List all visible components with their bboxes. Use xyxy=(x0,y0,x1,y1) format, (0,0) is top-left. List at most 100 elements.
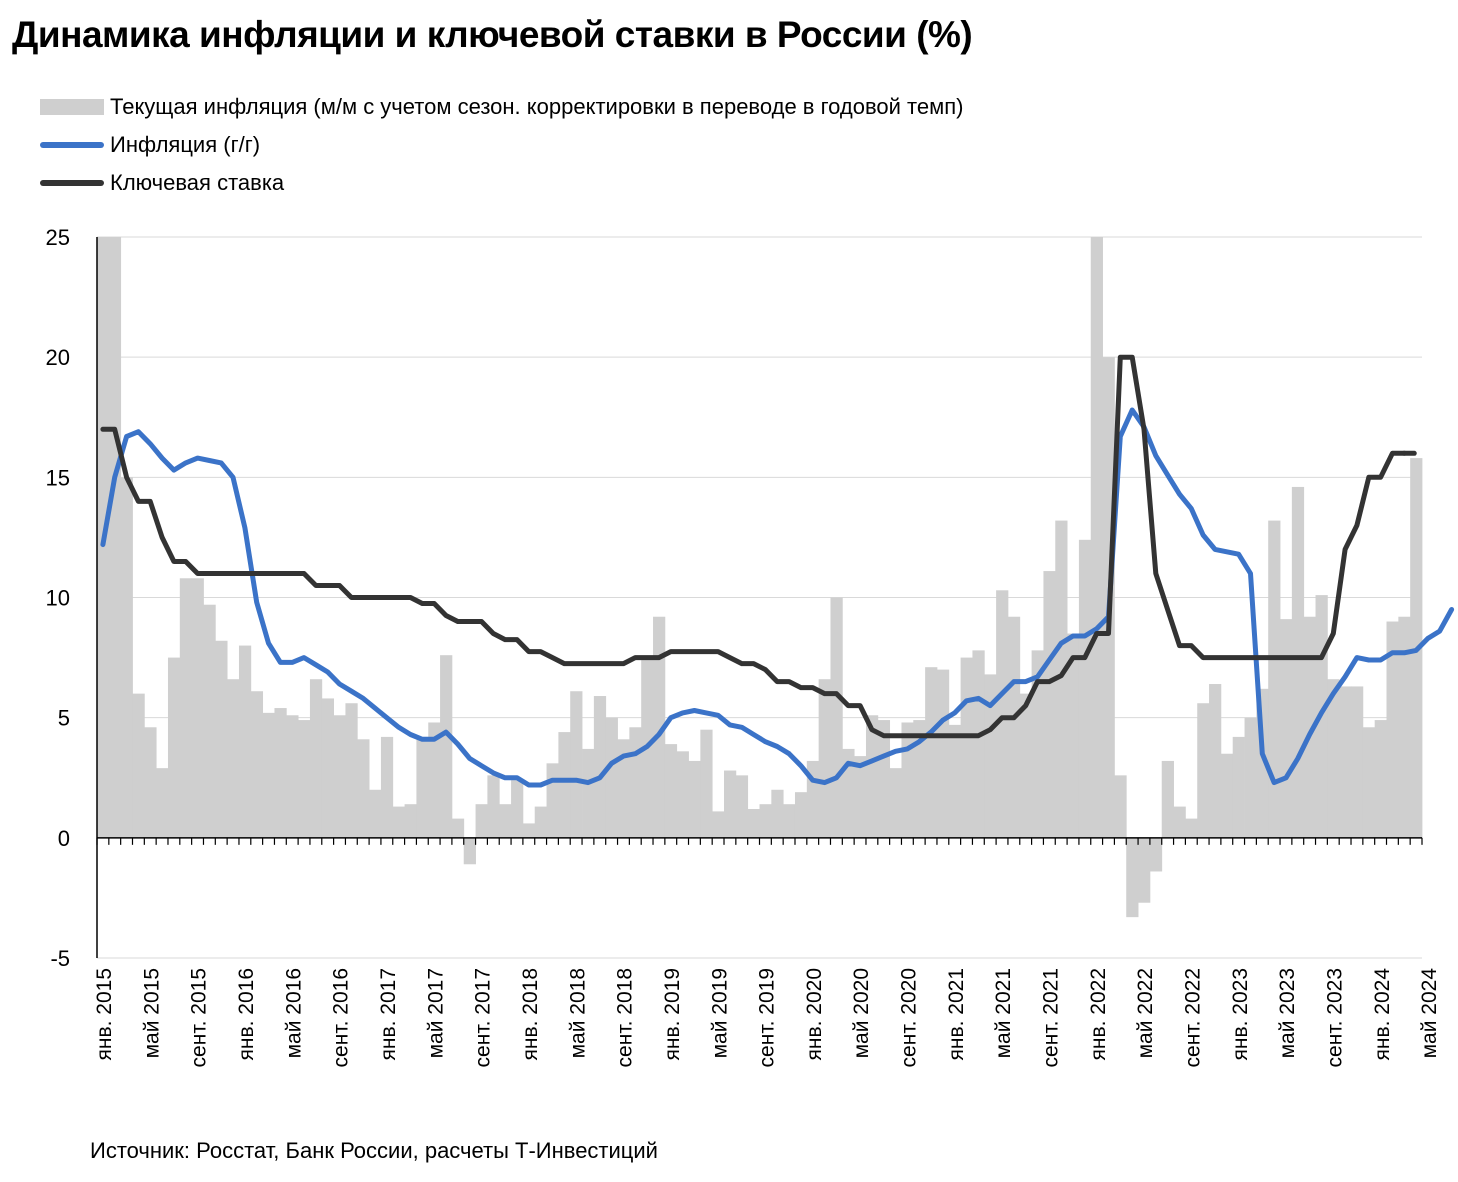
bar xyxy=(238,645,252,838)
bar xyxy=(1114,775,1127,838)
bar xyxy=(369,789,382,838)
y-tick-label: 5 xyxy=(58,706,70,731)
bar xyxy=(582,748,595,838)
bar xyxy=(1078,539,1092,838)
bar xyxy=(948,724,962,838)
x-tick-label: май 2015 xyxy=(140,968,163,1058)
bar xyxy=(629,727,642,838)
bar xyxy=(664,744,678,838)
bar xyxy=(1019,693,1032,838)
bar xyxy=(511,780,524,838)
x-tick-label: янв. 2015 xyxy=(93,968,116,1061)
bar xyxy=(913,720,926,838)
y-tick-label: -5 xyxy=(50,946,70,971)
bar xyxy=(747,808,760,838)
legend-swatch-bars xyxy=(40,99,104,115)
bar xyxy=(712,811,725,838)
line-key-rate xyxy=(100,354,1407,739)
bar xyxy=(416,736,429,838)
bar xyxy=(996,590,1009,838)
bar xyxy=(428,722,441,838)
bar xyxy=(925,667,938,838)
bar xyxy=(1043,571,1056,838)
bar xyxy=(1351,686,1364,838)
bar xyxy=(936,669,950,838)
bar xyxy=(724,770,737,838)
bar xyxy=(475,804,488,838)
bar xyxy=(463,837,476,865)
x-tick-label: янв. 2024 xyxy=(1371,968,1394,1061)
x-tick-label: янв. 2020 xyxy=(803,968,826,1061)
bar xyxy=(759,804,772,838)
x-tick-label: сент. 2017 xyxy=(472,968,495,1067)
bar xyxy=(487,775,500,838)
bar xyxy=(499,804,512,838)
bar xyxy=(771,789,784,838)
bar xyxy=(380,736,394,838)
x-tick-label: май 2019 xyxy=(708,968,731,1058)
bar xyxy=(345,703,358,838)
bar xyxy=(1280,619,1293,838)
x-tick-label: сент. 2023 xyxy=(1324,968,1347,1067)
x-tick-label: май 2021 xyxy=(992,968,1015,1058)
bar xyxy=(1232,736,1245,838)
bar xyxy=(227,679,240,838)
x-tick-label: май 2020 xyxy=(850,968,873,1058)
bar xyxy=(854,756,867,838)
bar xyxy=(404,804,417,838)
bar xyxy=(1339,686,1352,838)
legend-label-key-rate: Ключевая ставка xyxy=(110,170,285,195)
bar xyxy=(1185,818,1198,838)
label-layer: -5 0 5 10 15 20 25 янв. 2015 май 2015 сент. 2015 я… xyxy=(46,225,1442,1067)
axis-layer xyxy=(96,237,1423,958)
bar xyxy=(842,748,855,838)
grid-layer xyxy=(97,236,1422,959)
x-tick-label: янв. 2022 xyxy=(1087,968,1110,1061)
bar xyxy=(392,806,405,838)
bar xyxy=(1244,717,1257,838)
bar xyxy=(1197,703,1210,838)
bar xyxy=(1173,806,1186,838)
bar xyxy=(972,650,985,838)
bar xyxy=(1138,837,1151,903)
legend-swatch-key-rate xyxy=(40,180,104,186)
bar xyxy=(132,693,145,838)
x-tick-label: сент. 2018 xyxy=(614,968,637,1067)
bar xyxy=(676,751,689,838)
bar xyxy=(700,729,713,838)
y-tick-label: 0 xyxy=(58,826,70,851)
legend: Текущая инфляция (м/м с учетом сезон. ко… xyxy=(40,88,963,202)
bar xyxy=(1327,679,1340,838)
y-tick-label: 10 xyxy=(46,586,70,611)
bar xyxy=(120,477,133,838)
bar xyxy=(960,657,973,838)
bar xyxy=(440,655,453,838)
x-tick-label: янв. 2017 xyxy=(377,968,400,1061)
bar xyxy=(877,720,891,838)
x-tick-label: янв. 2023 xyxy=(1229,968,1252,1061)
bar xyxy=(522,823,536,838)
bar xyxy=(783,804,796,838)
x-tick-label: май 2018 xyxy=(566,968,589,1058)
bar xyxy=(534,806,547,838)
bar xyxy=(250,691,264,838)
bar xyxy=(451,818,465,838)
x-tick-label: май 2023 xyxy=(1276,968,1299,1058)
bar xyxy=(1090,237,1103,838)
bar xyxy=(688,760,701,838)
y-tick-label: 20 xyxy=(46,345,70,370)
legend-item-key-rate: Ключевая ставка xyxy=(40,164,963,202)
bar xyxy=(1386,621,1399,838)
bar xyxy=(889,768,902,838)
x-tick-label: сент. 2019 xyxy=(756,968,779,1067)
bar xyxy=(735,775,749,838)
bar xyxy=(1031,650,1044,838)
legend-label-yoy: Инфляция (г/г) xyxy=(110,132,261,157)
bar xyxy=(357,739,370,838)
bar xyxy=(1398,616,1411,838)
bar xyxy=(309,679,323,838)
line-layer xyxy=(100,354,1455,788)
bar xyxy=(262,712,275,838)
bar xyxy=(830,597,843,838)
